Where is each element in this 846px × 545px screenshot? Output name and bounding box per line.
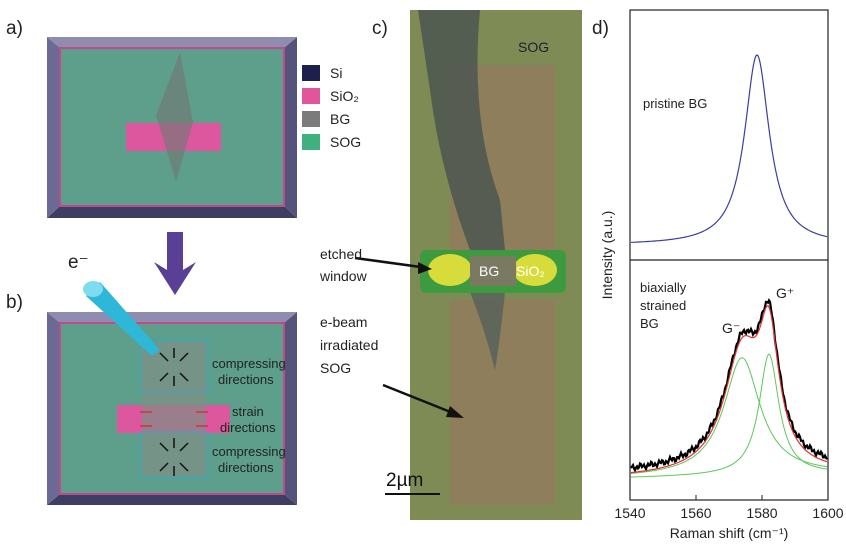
x-tick-label: 1560 xyxy=(680,505,711,521)
legend-swatch xyxy=(302,88,320,104)
x-tick-label: 1580 xyxy=(746,505,777,521)
legend-swatch xyxy=(302,134,320,150)
panel-label: a) xyxy=(6,18,23,39)
panel-a xyxy=(47,37,297,218)
annotation: compressing xyxy=(212,356,286,371)
annotation: SOG xyxy=(320,360,351,376)
annotation: e-beam xyxy=(320,314,367,330)
arrow-down xyxy=(154,232,196,295)
annotation: window xyxy=(319,268,368,284)
legend-swatch xyxy=(302,111,320,127)
x-axis-label: Raman shift (cm⁻¹) xyxy=(670,525,789,541)
figure: a) b) c) d) e⁻ compressing directions st… xyxy=(0,0,846,545)
annotation: strained xyxy=(640,298,686,313)
legend-label: SOG xyxy=(330,134,361,150)
annotation: directions xyxy=(218,372,274,387)
x-tick-label: 1540 xyxy=(614,505,645,521)
beam-label: e⁻ xyxy=(68,252,89,273)
annotation: directions xyxy=(218,460,274,475)
annotation: strain xyxy=(232,404,264,419)
panel-label: c) xyxy=(372,18,388,39)
legend-label: BG xyxy=(330,111,350,127)
scale-bar-label: 2µm xyxy=(386,470,423,491)
annotation: directions xyxy=(220,420,276,435)
y-axis-label: Intensity (a.u.) xyxy=(599,211,615,300)
panel-label: b) xyxy=(6,292,23,313)
annotation: etched xyxy=(320,246,362,262)
peak-label: G⁺ xyxy=(776,285,794,301)
annotation: SiO₂ xyxy=(516,263,545,279)
legend-label: Si xyxy=(330,65,342,81)
peak-label: G⁻ xyxy=(722,320,740,336)
annotation: BG xyxy=(479,263,499,279)
annotation: biaxially xyxy=(640,280,687,295)
annotation: SOG xyxy=(518,39,549,55)
annotation: compressing xyxy=(212,444,286,459)
legend-label: SiO₂ xyxy=(330,88,359,104)
annotation: pristine BG xyxy=(643,96,707,111)
panel-c xyxy=(355,10,582,520)
x-tick-label: 1600 xyxy=(812,505,843,521)
pristine-spectrum xyxy=(631,55,827,242)
annotation: BG xyxy=(640,316,659,331)
legend-swatch xyxy=(302,65,320,81)
panel-label: d) xyxy=(592,18,609,39)
panel-d xyxy=(630,10,828,500)
annotation: irradiated xyxy=(320,337,378,353)
